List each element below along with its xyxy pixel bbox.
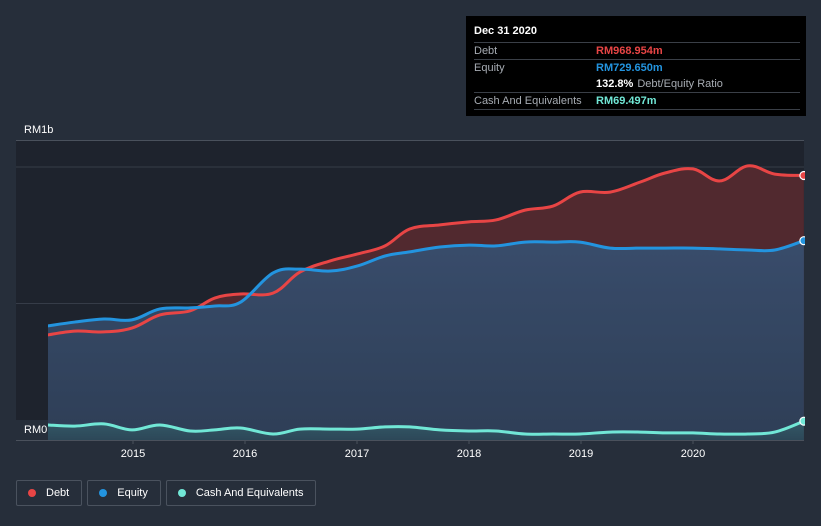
cash-dot-icon — [177, 489, 186, 497]
legend: Debt Equity Cash And Equivalents — [16, 480, 317, 506]
tooltip-date: Dec 31 2020 — [474, 24, 800, 43]
tooltip-debt-value: RM968.954m — [596, 45, 663, 57]
tooltip-debt-label: Debt — [474, 45, 498, 57]
legend-item-cash[interactable]: Cash And Equivalents — [165, 480, 317, 506]
tooltip-ratio-label: Debt/Equity Ratio — [637, 78, 723, 90]
y-tick-label: RM1b — [24, 124, 53, 136]
tooltip-ratio-spacer — [474, 76, 596, 92]
line-debt — [48, 164, 804, 337]
x-tick-label: 2018 — [457, 448, 481, 460]
x-tick-label: 2015 — [121, 448, 145, 460]
legend-equity-label: Equity — [117, 487, 148, 499]
line-equity — [48, 239, 804, 328]
tooltip-row-debt: Debt RM968.954m — [474, 43, 800, 60]
area-equity — [48, 240, 804, 440]
equity-dot-icon — [99, 489, 108, 497]
legend-item-equity[interactable]: Equity — [87, 480, 161, 506]
right-margin — [805, 120, 821, 450]
tooltip-row-ratio: 132.8% Debt/Equity Ratio — [474, 76, 800, 93]
tooltip: Dec 31 2020 Debt RM968.954m Equity RM729… — [466, 16, 806, 116]
legend-cash-label: Cash And Equivalents — [195, 487, 304, 499]
legend-debt-label: Debt — [46, 487, 70, 499]
area-equity-tint — [48, 240, 804, 440]
tooltip-row-equity: Equity RM729.650m — [474, 60, 800, 76]
line-cash — [48, 419, 804, 436]
tooltip-ratio-value: 132.8% — [596, 78, 634, 90]
y-tick-label: RM0 — [24, 424, 47, 436]
legend-item-debt[interactable]: Debt — [16, 480, 83, 506]
tooltip-row-cash: Cash And Equivalents RM69.497m — [474, 93, 800, 110]
y-label-backdrop — [16, 420, 48, 440]
x-tick-label: 2017 — [345, 448, 369, 460]
tooltip-cash-label: Cash And Equivalents — [474, 95, 582, 107]
debt-dot-icon — [28, 489, 36, 497]
x-tick-label: 2020 — [681, 448, 705, 460]
x-tick-label: 2016 — [233, 448, 257, 460]
tooltip-equity-value: RM729.650m — [596, 62, 663, 74]
area-cash — [48, 421, 804, 440]
tooltip-equity-label: Equity — [474, 62, 505, 74]
x-tick-label: 2019 — [569, 448, 593, 460]
tooltip-cash-value: RM69.497m — [596, 95, 657, 107]
